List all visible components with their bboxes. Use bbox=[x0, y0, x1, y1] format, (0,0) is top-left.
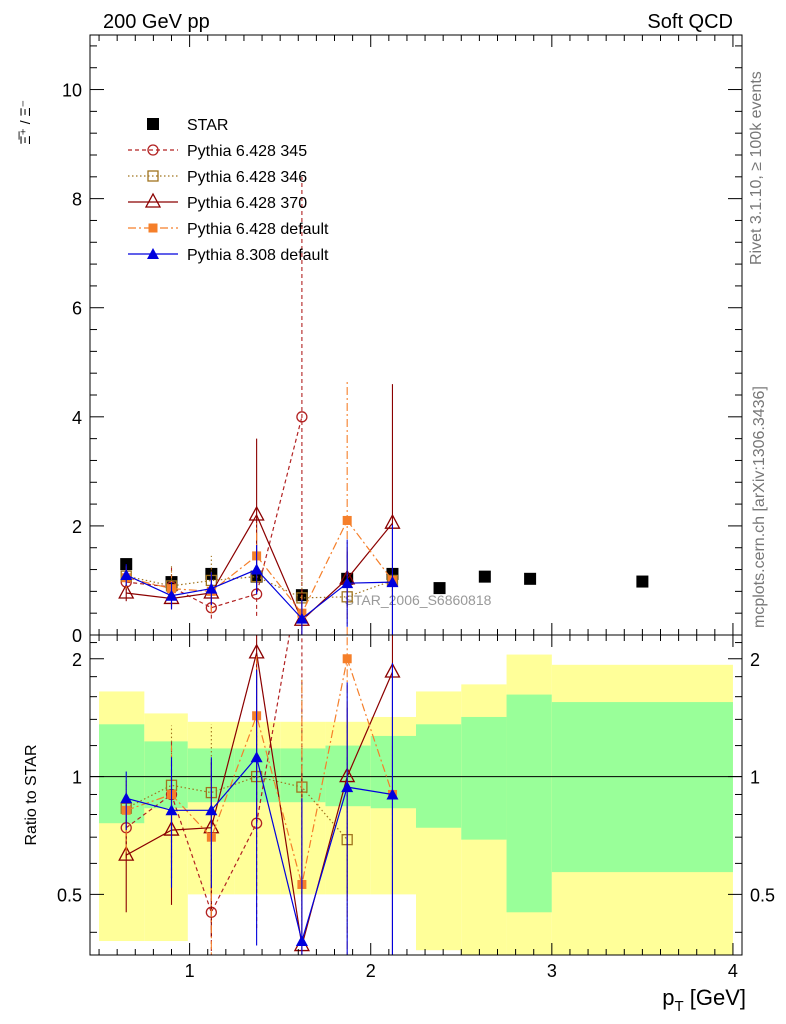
legend-label: Pythia 6.428 345 bbox=[187, 143, 307, 160]
ratio-point-pythia-8-308-default bbox=[165, 804, 178, 816]
main-ytick-label: 4 bbox=[72, 408, 82, 428]
ratio-series-pythia-8-308-default bbox=[120, 663, 399, 955]
ratio-ytick-label: 0.5 bbox=[57, 885, 82, 905]
ratio-line-pythia-6-428-346 bbox=[125, 775, 348, 840]
ratio-point-pythia-8-308-default bbox=[341, 781, 354, 793]
legend-entry: Pythia 8.308 default bbox=[128, 247, 329, 264]
main-point-pythia-8-308-default bbox=[250, 563, 263, 575]
ratio-point-pythia-8-308-default bbox=[120, 792, 133, 804]
legend-marker bbox=[147, 170, 159, 182]
main-point-pythia-6-428-345 bbox=[296, 411, 308, 423]
main-point-pythia-6-428-370 bbox=[118, 583, 135, 599]
legend-label: Pythia 6.428 370 bbox=[187, 195, 307, 212]
ratio-xtick-label: 1 bbox=[185, 961, 195, 981]
legend-label: Pythia 6.428 default bbox=[187, 221, 329, 238]
legend-entry: STAR bbox=[147, 117, 228, 134]
main-point-star bbox=[524, 572, 537, 585]
main-ytick-label: 8 bbox=[72, 190, 82, 210]
analysis-watermark: STAR_2006_S6860818 bbox=[345, 592, 492, 608]
main-point-star bbox=[636, 575, 649, 588]
x-axis-title-unit: [GeV] bbox=[684, 985, 746, 1010]
ratio-xtick-label: 2 bbox=[366, 961, 376, 981]
ratio-panel: 0.5 0.5 1 1 2 2 1 2 3 4 bbox=[57, 634, 775, 981]
legend-entry: Pythia 6.428 370 bbox=[128, 192, 307, 212]
main-point-pythia-8-308-default bbox=[165, 589, 178, 601]
energy-label: 200 GeV pp bbox=[103, 11, 210, 33]
legend-label: Pythia 6.428 346 bbox=[187, 169, 307, 186]
ratio-band-inner bbox=[461, 716, 507, 840]
main-point-pythia-6-428-default bbox=[342, 515, 352, 525]
ratio-band-inner bbox=[144, 741, 188, 809]
main-point-pythia-8-308-default bbox=[295, 612, 308, 624]
x-axis-title-base: p bbox=[662, 985, 674, 1010]
process-label: Soft QCD bbox=[647, 11, 733, 33]
ratio-xtick-label: 4 bbox=[728, 961, 738, 981]
legend-entry: Pythia 6.428 default bbox=[128, 221, 329, 238]
x-axis-title-sub: T bbox=[674, 998, 683, 1015]
ratio-line-pythia-6-428-345 bbox=[125, 635, 291, 914]
main-panel: STAR_2006_S6860818 0 2 4 6 8 10 STAR Pythia 6.… bbox=[62, 34, 743, 646]
ratio-band-inner bbox=[506, 694, 552, 913]
main-point-pythia-8-308-default bbox=[205, 582, 218, 594]
ratio-band-outer bbox=[280, 721, 326, 895]
main-point-pythia-8-308-default bbox=[120, 569, 133, 580]
main-series-pythia-8-308-default bbox=[120, 524, 399, 635]
ratio-band-outer bbox=[234, 721, 281, 895]
legend-label: Pythia 8.308 default bbox=[187, 247, 329, 264]
legend-label: STAR bbox=[187, 117, 228, 134]
legend-marker bbox=[147, 248, 159, 259]
ratio-point-pythia-8-308-default bbox=[386, 788, 399, 800]
ratio-series-group bbox=[118, 635, 401, 955]
main-ytick-label: 6 bbox=[72, 299, 82, 319]
main-point-pythia-8-308-default bbox=[341, 577, 354, 589]
main-ytick-label: 10 bbox=[62, 81, 82, 101]
ratio-ytick-label-right: 2 bbox=[750, 650, 760, 670]
main-point-pythia-8-308-default bbox=[386, 576, 399, 588]
ratio-point-pythia-8-308-default bbox=[295, 935, 308, 947]
main-series-group bbox=[118, 176, 649, 635]
main-ytick-label: 0 bbox=[72, 626, 82, 646]
ratio-band-inner bbox=[280, 748, 326, 803]
ratio-frame bbox=[89, 634, 743, 956]
legend-marker bbox=[147, 144, 159, 156]
ratio-point-pythia-8-308-default bbox=[250, 751, 263, 763]
ratio-point-pythia-6-428-370 bbox=[118, 845, 135, 861]
legend-entry: Pythia 6.428 346 bbox=[128, 169, 307, 186]
main-line-pythia-6-428-345 bbox=[126, 416, 303, 609]
ratio-band-inner bbox=[416, 724, 462, 828]
main-point-star bbox=[433, 582, 446, 595]
ratio-ytick-label-right: 0.5 bbox=[750, 885, 775, 905]
main-point-pythia-6-428-370 bbox=[248, 505, 265, 521]
y-axis-title-ratio: Ratio to STAR bbox=[23, 744, 40, 845]
ratio-point-pythia-6-428-default bbox=[342, 654, 352, 664]
legend-entry: Pythia 6.428 345 bbox=[128, 143, 307, 160]
x-axis-title: pT [GeV] bbox=[662, 985, 746, 1015]
legend-marker bbox=[148, 223, 158, 233]
ratio-ytick-label: 2 bbox=[72, 650, 82, 670]
y-axis-title-main: Ξ̅⁺ / Ξ⁻ bbox=[17, 100, 33, 145]
ratio-ytick-label: 1 bbox=[72, 768, 82, 788]
ratio-band-inner bbox=[551, 702, 733, 873]
mcplots-credit: mcplots.cern.ch [arXiv:1306.3436] bbox=[751, 386, 768, 628]
ratio-xtick-label: 3 bbox=[547, 961, 557, 981]
rivet-info: Rivet 3.1.10, ≥ 100k events bbox=[748, 71, 765, 265]
ratio-point-pythia-8-308-default bbox=[205, 804, 218, 816]
main-point-star bbox=[478, 570, 491, 583]
legend-marker bbox=[144, 192, 162, 208]
main-ytick-label: 2 bbox=[72, 517, 82, 537]
legend-marker bbox=[147, 118, 159, 130]
ratio-ytick-label-right: 1 bbox=[750, 768, 760, 788]
